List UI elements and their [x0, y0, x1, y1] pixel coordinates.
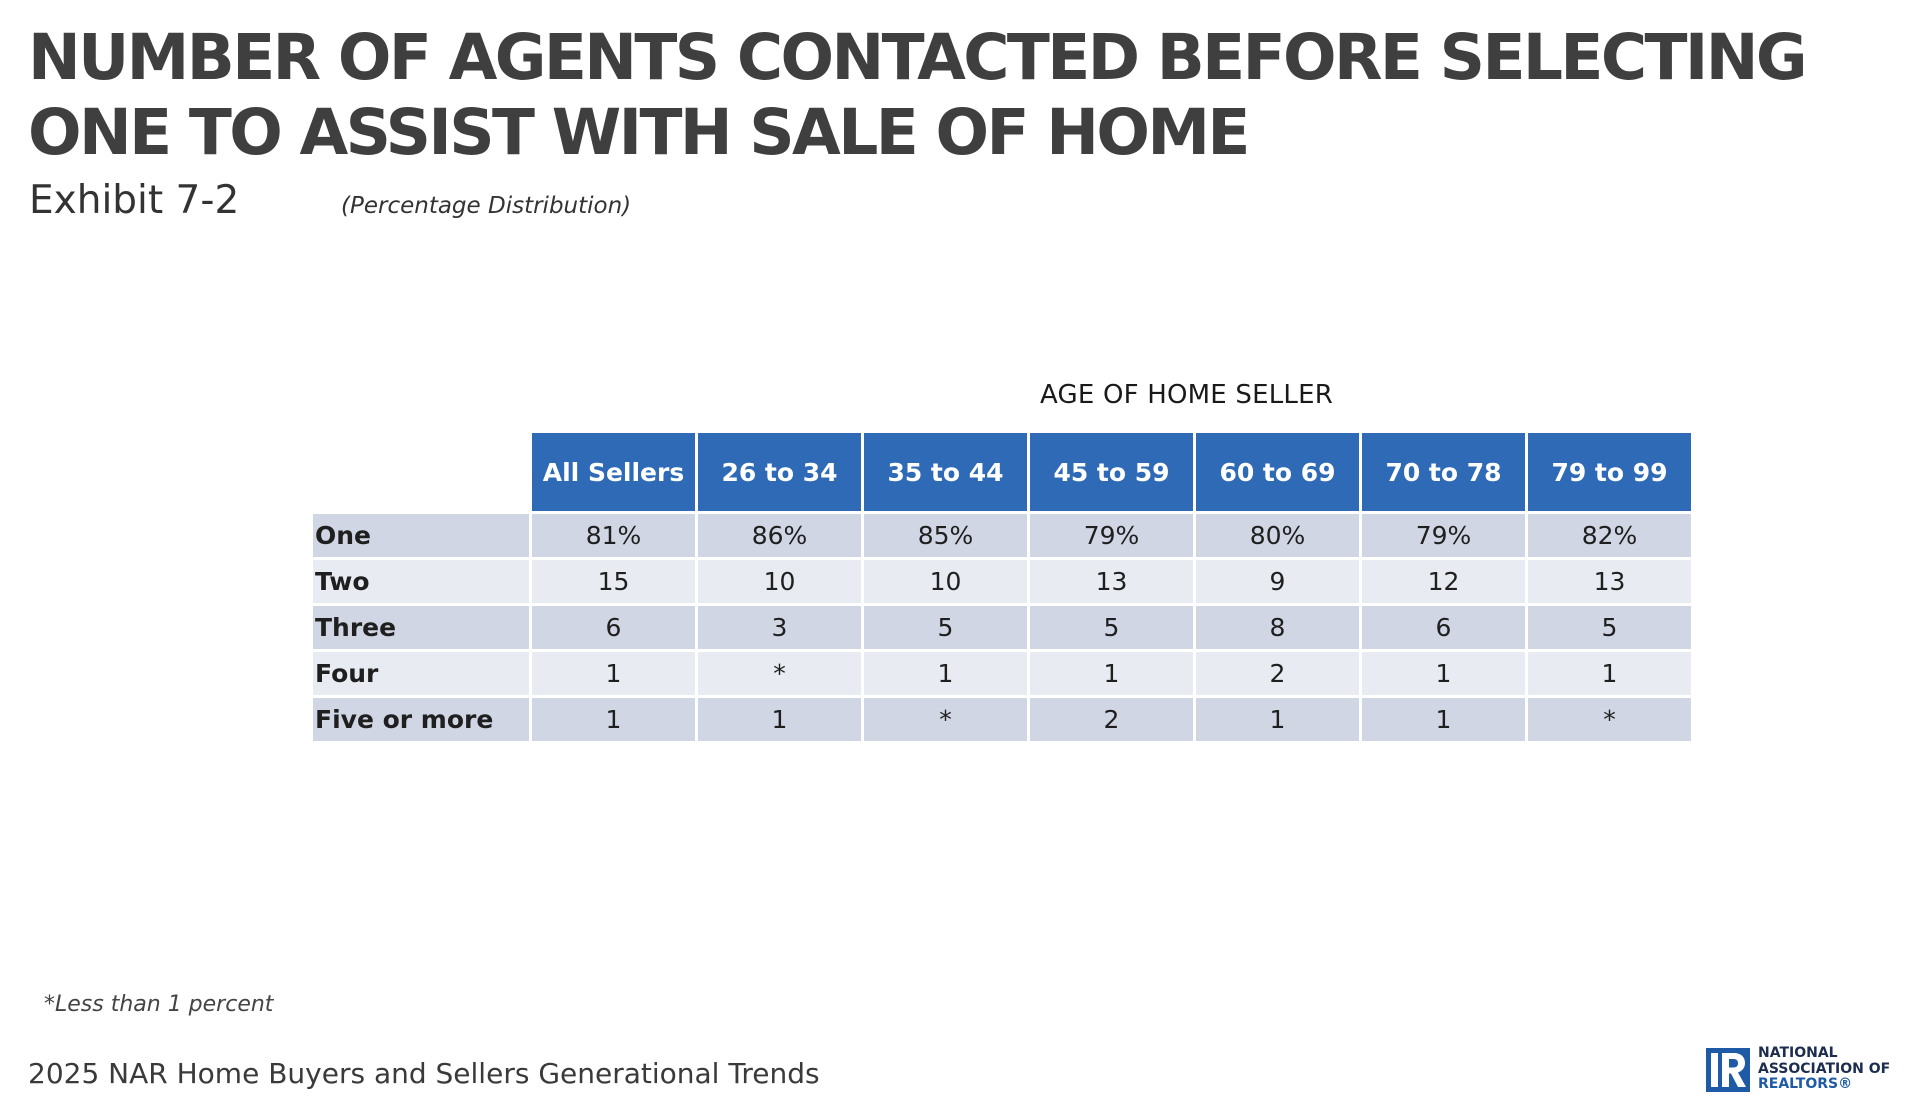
column-header: 45 to 59 [1030, 433, 1193, 511]
table-cell: 5 [1528, 606, 1691, 649]
logo-text-line-3: REALTORS® [1758, 1076, 1853, 1092]
table-cell: 1 [1196, 698, 1359, 741]
table-cell: 15 [532, 560, 695, 603]
table-cell: 5 [864, 606, 1027, 649]
table-cell: 12 [1362, 560, 1525, 603]
nar-logo: NATIONAL ASSOCIATION OF REALTORS® [1706, 1045, 1906, 1094]
table-cell: 1 [864, 652, 1027, 695]
column-header: 70 to 78 [1362, 433, 1525, 511]
row-label: Two [313, 560, 529, 603]
realtor-r-logo-icon [1706, 1048, 1750, 1092]
table-cell: * [864, 698, 1027, 741]
row-label: One [313, 514, 529, 557]
column-header: 79 to 99 [1528, 433, 1691, 511]
exhibit-number: Exhibit 7-2 [29, 178, 240, 223]
table-row: Two 15 10 10 13 9 12 13 [313, 560, 1691, 603]
table-cell: 1 [698, 698, 861, 741]
logo-text-line-2: ASSOCIATION OF [1758, 1060, 1891, 1077]
row-label: Four [313, 652, 529, 695]
table-row: One 81% 86% 85% 79% 80% 79% 82% [313, 514, 1691, 557]
table-row: Five or more 1 1 * 2 1 1 * [313, 698, 1691, 741]
table-cell: 2 [1030, 698, 1193, 741]
logo-wordmark: NATIONAL ASSOCIATION OF REALTORS® [1758, 1045, 1891, 1093]
table-header-row: All Sellers 26 to 34 35 to 44 45 to 59 6… [313, 433, 1691, 511]
table-cell: 3 [698, 606, 861, 649]
table-cell: 9 [1196, 560, 1359, 603]
column-header: All Sellers [532, 433, 695, 511]
table-cell: 79% [1362, 514, 1525, 557]
column-header: 26 to 34 [698, 433, 861, 511]
page-title: NUMBER OF AGENTS CONTACTED BEFORE SELECT… [28, 20, 1808, 170]
table-cell: * [698, 652, 861, 695]
column-header: 60 to 69 [1196, 433, 1359, 511]
footnote: *Less than 1 percent [44, 992, 274, 1017]
table-cell: 5 [1030, 606, 1193, 649]
table-cell: 1 [532, 652, 695, 695]
table-group-header: AGE OF HOME SELLER [1040, 380, 1333, 410]
table-cell: 10 [864, 560, 1027, 603]
logo-text-line-1: NATIONAL [1758, 1045, 1838, 1061]
row-label: Five or more [313, 698, 529, 741]
table-cell: * [1528, 698, 1691, 741]
table-cell: 1 [1362, 652, 1525, 695]
table-cell: 1 [1528, 652, 1691, 695]
subtitle: (Percentage Distribution) [341, 193, 632, 219]
table-cell: 80% [1196, 514, 1359, 557]
table-cell: 81% [532, 514, 695, 557]
table-cell: 1 [1030, 652, 1193, 695]
table-cell: 8 [1196, 606, 1359, 649]
table-row: Four 1 * 1 1 2 1 1 [313, 652, 1691, 695]
table-cell: 2 [1196, 652, 1359, 695]
source-line: 2025 NAR Home Buyers and Sellers Generat… [28, 1057, 820, 1090]
row-label: Three [313, 606, 529, 649]
table-cell: 13 [1030, 560, 1193, 603]
table-cell: 85% [864, 514, 1027, 557]
table-cell: 13 [1528, 560, 1691, 603]
page-title-line-2: ONE TO ASSIST WITH SALE OF HOME [28, 96, 1250, 169]
table-cell: 1 [1362, 698, 1525, 741]
page-title-line-1: NUMBER OF AGENTS CONTACTED BEFORE SELECT… [28, 21, 1808, 94]
table-corner-cell [313, 433, 529, 511]
table-row: Three 6 3 5 5 8 6 5 [313, 606, 1691, 649]
table-cell: 10 [698, 560, 861, 603]
table-cell: 6 [532, 606, 695, 649]
table-cell: 79% [1030, 514, 1193, 557]
table-cell: 1 [532, 698, 695, 741]
table-cell: 86% [698, 514, 861, 557]
data-table: All Sellers 26 to 34 35 to 44 45 to 59 6… [310, 430, 1694, 744]
column-header: 35 to 44 [864, 433, 1027, 511]
table-cell: 82% [1528, 514, 1691, 557]
table-cell: 6 [1362, 606, 1525, 649]
